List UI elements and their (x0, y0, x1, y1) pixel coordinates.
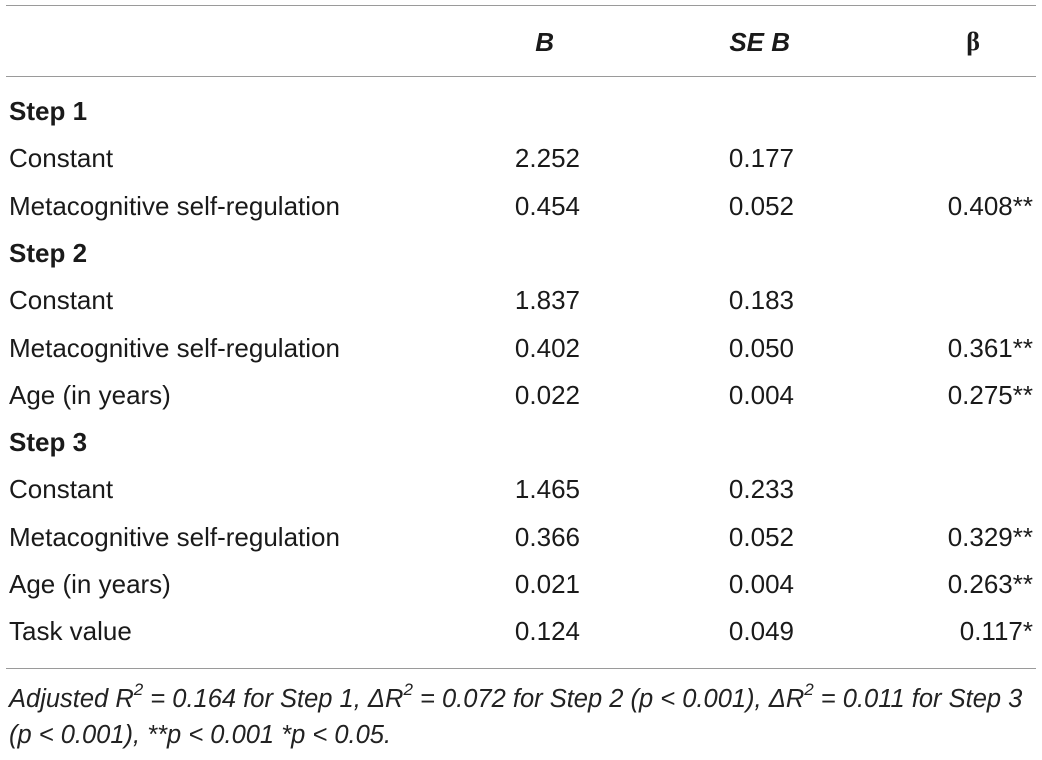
cell-beta: 0.263** (947, 569, 1033, 599)
step-row: Step 3 (0, 419, 1042, 465)
cell-b: 0.454 (514, 190, 580, 221)
cell-se-b: 0.004 (728, 379, 794, 410)
row-label: Constant (9, 285, 114, 316)
cell-b: 0.021 (514, 569, 580, 599)
step-row: Step 2 (0, 230, 1042, 276)
footnote-text: = 0.072 for Step 2 (p < 0.001), ΔR (412, 685, 805, 713)
footnote-superscript: 2 (133, 679, 144, 699)
cell-beta: 0.275** (947, 379, 1033, 410)
cell-b: 2.252 (514, 143, 580, 174)
cell-se-b: 0.004 (728, 569, 794, 599)
footnote-text: = 0.164 for Step 1, ΔR (143, 685, 404, 713)
footnote-superscript: 2 (804, 679, 814, 699)
header-b: B (535, 27, 554, 57)
table-row: Metacognitive self-regulation 0.366 0.052 0… (0, 514, 1042, 560)
cell-beta: 0.329** (947, 521, 1033, 552)
cell-se-b: 0.050 (728, 332, 794, 363)
cell-se-b: 0.052 (728, 521, 794, 552)
row-label: Age (in years) (9, 569, 171, 599)
table-row: Metacognitive self-regulation 0.402 0.050 0… (0, 325, 1042, 371)
cell-se-b: 0.177 (728, 143, 794, 174)
table-header-row: B SE B β (0, 19, 1042, 65)
table-row: Age (in years) 0.021 0.004 0.263** (0, 561, 1042, 607)
cell-b: 0.022 (514, 379, 580, 410)
table-row: Task value 0.124 0.049 0.117* (0, 608, 1042, 654)
table-bottom-rule (6, 668, 1036, 669)
table-top-rule (6, 5, 1036, 6)
cell-se-b: 0.049 (728, 616, 794, 647)
cell-b: 0.124 (514, 616, 580, 647)
footnote-text: Adjusted R (9, 685, 134, 713)
cell-b: 0.402 (514, 332, 580, 363)
table-footnote: Adjusted R2 = 0.164 for Step 1, ΔR2 = 0.… (9, 681, 1037, 753)
cell-beta: 0.408** (947, 190, 1033, 221)
row-label: Metacognitive self-regulation (9, 521, 340, 552)
table-header-rule (6, 76, 1036, 77)
footnote-superscript: 2 (403, 679, 413, 699)
row-label: Metacognitive self-regulation (9, 190, 340, 221)
row-label: Age (in years) (9, 379, 171, 410)
table-row: Constant 1.465 0.233 (0, 466, 1042, 512)
header-se-b: SE B (729, 27, 790, 57)
cell-beta: 0.117* (959, 616, 1033, 647)
table-row: Age (in years) 0.022 0.004 0.275** (0, 372, 1042, 418)
footnote-text: = 0.011 for Step 3 (p < 0.001), **p < 0.… (9, 685, 1023, 749)
row-label: Step 3 (9, 427, 88, 458)
cell-se-b: 0.183 (728, 285, 794, 316)
table-row: Constant 2.252 0.177 (0, 135, 1042, 181)
row-label: Constant (9, 143, 114, 174)
cell-b: 1.465 (514, 474, 580, 505)
cell-se-b: 0.233 (728, 474, 794, 505)
row-label: Constant (9, 474, 114, 505)
step-row: Step 1 (0, 88, 1042, 134)
cell-beta: 0.361** (947, 332, 1033, 363)
cell-b: 1.837 (514, 285, 580, 316)
row-label: Step 1 (9, 96, 88, 126)
table-row: Metacognitive self-regulation 0.454 0.052 0… (0, 183, 1042, 229)
row-label: Task value (9, 616, 132, 647)
row-label: Step 2 (9, 237, 88, 268)
row-label: Metacognitive self-regulation (9, 332, 340, 363)
table-row: Constant 1.837 0.183 (0, 277, 1042, 323)
cell-se-b: 0.052 (728, 190, 794, 221)
cell-b: 0.366 (514, 521, 580, 552)
header-beta: β (966, 27, 980, 56)
